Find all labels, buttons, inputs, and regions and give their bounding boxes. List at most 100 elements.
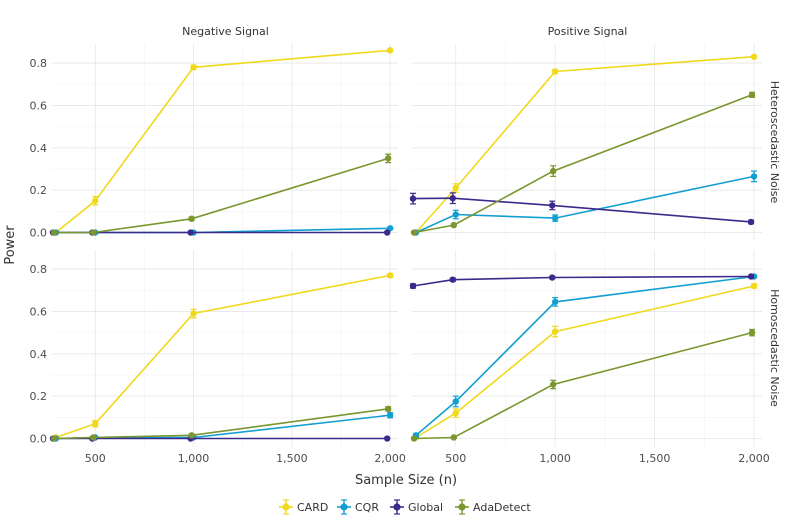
series-line-adadetect (54, 157, 389, 234)
series-line-card (55, 49, 391, 234)
x-tick-label: 1,000 (539, 452, 571, 465)
data-point-global (747, 218, 755, 226)
y-tick-label: 0.2 (30, 184, 48, 197)
series-line-global (412, 275, 752, 287)
data-point-adadetect (450, 434, 457, 441)
series-card (412, 282, 758, 441)
data-point-adadetect (549, 167, 557, 175)
data-point-global (383, 229, 391, 236)
data-point-card (190, 310, 197, 317)
series-global (49, 229, 391, 236)
x-tick-label: 500 (445, 452, 466, 465)
series-line-cqr (415, 275, 755, 436)
legend-label: AdaDetect (473, 501, 531, 514)
series-global (409, 273, 755, 290)
y-axis-title: Power (3, 225, 18, 265)
data-point-global (449, 195, 456, 202)
data-point-global (383, 435, 391, 442)
y-tick-label: 0.4 (30, 142, 48, 155)
data-point-adadetect (410, 435, 418, 442)
data-point-adadetect (384, 155, 392, 162)
legend-label: CQR (355, 501, 379, 514)
data-point-cqr (452, 211, 459, 218)
y-tick-label: 0.2 (30, 390, 48, 403)
y-tick-label: 0.4 (30, 348, 48, 361)
data-point-adadetect (384, 405, 392, 413)
legend-key-point (340, 503, 348, 511)
data-point-card (452, 184, 459, 192)
y-tick-label: 0.8 (30, 263, 48, 276)
x-tick-label: 2,000 (738, 452, 770, 465)
data-point-adadetect (748, 329, 756, 336)
series-adadetect (410, 328, 756, 442)
series-line-adadetect (413, 94, 753, 234)
series-line-global (412, 197, 752, 223)
legend-label: CARD (297, 501, 328, 514)
series-line-card (415, 55, 755, 234)
series-line-card (415, 285, 755, 439)
legend-key-point (458, 503, 466, 511)
panel-r1-c1: 500 1,000 1,500 2,000 (409, 250, 770, 465)
y-tick-label: 0.6 (30, 99, 48, 112)
legend-key-point (393, 503, 401, 511)
series-line-card (55, 274, 391, 439)
series-cqr (412, 170, 758, 236)
data-point-card (92, 197, 99, 204)
legend-label: Global (408, 501, 443, 514)
series-adadetect (50, 405, 392, 442)
legend-item-cqr: CQR (337, 499, 379, 515)
data-point-card (92, 420, 99, 427)
data-point-global (449, 276, 456, 283)
data-point-adadetect (549, 381, 557, 388)
data-point-adadetect (188, 215, 195, 222)
data-point-adadetect (188, 432, 195, 439)
series-cqr (412, 273, 758, 439)
y-tick-label: 0.8 (30, 57, 48, 70)
data-point-global (187, 229, 194, 236)
legend-item-adadetect: AdaDetect (455, 499, 531, 515)
series-line-adadetect (53, 408, 389, 440)
data-point-card (551, 328, 559, 335)
legend-key-point (282, 503, 290, 511)
legend: CARD CQR Global AdaDetect (279, 499, 531, 515)
data-point-adadetect (450, 221, 457, 229)
data-point-cqr (452, 398, 459, 405)
data-point-adadetect (90, 434, 97, 441)
x-tick-label: 1,500 (639, 452, 671, 465)
strip-label-row-0: Heteroscedastic Noise (768, 81, 781, 204)
data-point-global (747, 273, 755, 280)
series-card (52, 272, 394, 441)
series-card (52, 47, 394, 236)
legend-item-card: CARD (279, 499, 328, 515)
data-point-cqr (551, 298, 559, 306)
x-tick-label: 1,500 (276, 452, 308, 465)
x-tick-label: 1,000 (178, 452, 210, 465)
x-tick-label: 500 (85, 452, 106, 465)
y-tick-label: 0.0 (30, 433, 48, 446)
series-line-adadetect (413, 331, 753, 440)
data-point-global (548, 202, 556, 209)
data-point-card (750, 53, 758, 60)
data-point-card (386, 272, 394, 279)
strip-label-row-1: Homoscedastic Noise (768, 289, 781, 407)
data-point-card (750, 282, 758, 290)
series-line-cqr (415, 175, 755, 234)
panel-r0-c0: 0.0 0.2 0.4 0.6 0.8 (30, 44, 398, 241)
data-point-adadetect (748, 91, 756, 99)
series-global (49, 435, 391, 442)
data-point-adadetect (50, 229, 58, 236)
series-adadetect (410, 91, 756, 236)
legend-item-global: Global (390, 499, 443, 515)
data-point-cqr (386, 412, 394, 419)
data-point-global (409, 282, 417, 290)
data-point-card (386, 47, 394, 54)
series-adadetect (50, 153, 392, 236)
data-point-adadetect (90, 229, 97, 236)
data-point-global (409, 195, 417, 202)
strip-label-col-0: Negative Signal (182, 25, 269, 38)
data-point-adadetect (50, 435, 58, 442)
x-axis-title: Sample Size (n) (355, 473, 457, 488)
series-line-cqr (55, 414, 391, 440)
data-point-cqr (750, 173, 758, 180)
